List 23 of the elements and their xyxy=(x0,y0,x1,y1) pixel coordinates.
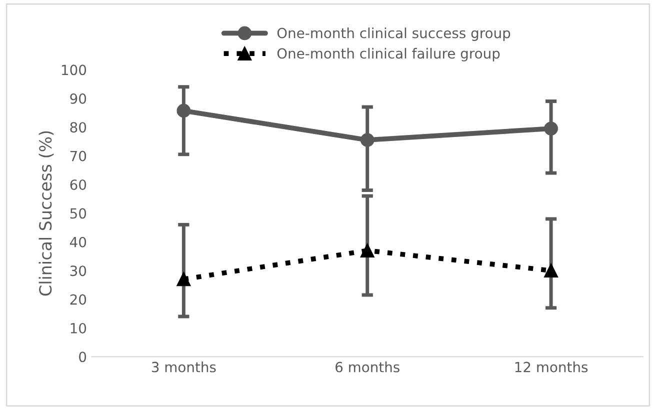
legend-label: One-month clinical success group xyxy=(277,28,510,41)
x-tick-label: 12 months xyxy=(515,362,588,372)
y-tick-label: 10 xyxy=(70,322,86,334)
y-axis-title: Clinical Success (%) xyxy=(38,131,54,296)
y-tick-label: 0 xyxy=(79,352,86,362)
y-tick-label: 50 xyxy=(70,208,86,219)
point xyxy=(176,104,191,118)
y-tick-label: 70 xyxy=(70,150,86,162)
y-tick-label: 60 xyxy=(70,179,86,190)
x-tick-label: 6 months xyxy=(336,362,400,372)
y-tick-label: 40 xyxy=(70,236,86,248)
point xyxy=(360,244,374,258)
y-tick-label: 100 xyxy=(62,64,86,76)
legend-label: One-month clinical failure group xyxy=(277,48,500,62)
y-tick-label: 30 xyxy=(70,266,86,276)
y-tick-label: 90 xyxy=(70,93,86,104)
y-tick-label: 20 xyxy=(70,294,86,305)
point xyxy=(176,272,191,286)
point xyxy=(544,122,558,136)
y-tick-label: 80 xyxy=(70,122,86,133)
x-tick-label: 3 months xyxy=(152,362,216,372)
point xyxy=(360,133,374,147)
point xyxy=(544,264,558,278)
